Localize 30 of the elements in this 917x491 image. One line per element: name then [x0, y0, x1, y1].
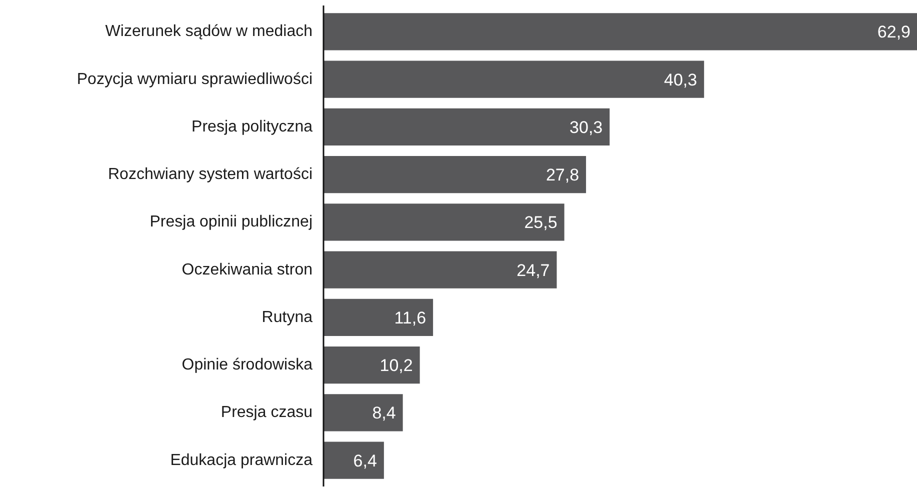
bar	[324, 156, 586, 194]
bar	[324, 108, 610, 146]
y-tick-label: Oczekiwania stron	[182, 261, 312, 278]
data-label: 25,5	[524, 213, 558, 232]
bar	[324, 204, 564, 241]
bar	[324, 298, 434, 336]
y-tick-label: Presja polityczna	[192, 118, 313, 136]
bar	[324, 251, 557, 288]
data-label: 30,3	[570, 118, 603, 137]
data-label: 8,4	[372, 404, 396, 423]
y-tick-label: Rozchwiany system wartości	[108, 166, 312, 184]
y-tick-label: Presja czasu	[220, 404, 312, 422]
y-tick-label: Rutyna	[262, 308, 313, 326]
data-label: 62,9	[877, 22, 911, 42]
y-tick-label: Wizerunek sądów w mediach	[105, 23, 313, 40]
y-tick-label: Edukacja prawnicza	[170, 452, 313, 469]
bar	[324, 13, 917, 50]
data-label: 27,8	[546, 166, 580, 185]
y-tick-label: Pozycja wymiaru sprawiedliwości	[76, 70, 312, 88]
data-label: 6,4	[353, 451, 377, 470]
bar	[324, 442, 384, 479]
bar	[324, 346, 420, 384]
y-tick-label: Presja opinii publicznej	[150, 214, 313, 231]
data-label: 40,3	[664, 70, 698, 90]
y-tick-label: Opinie środowiska	[182, 356, 313, 374]
data-label: 24,7	[516, 260, 550, 280]
bar	[324, 60, 704, 98]
data-label: 10,2	[380, 356, 413, 376]
data-label: 11,6	[394, 308, 426, 328]
bar	[324, 394, 403, 432]
